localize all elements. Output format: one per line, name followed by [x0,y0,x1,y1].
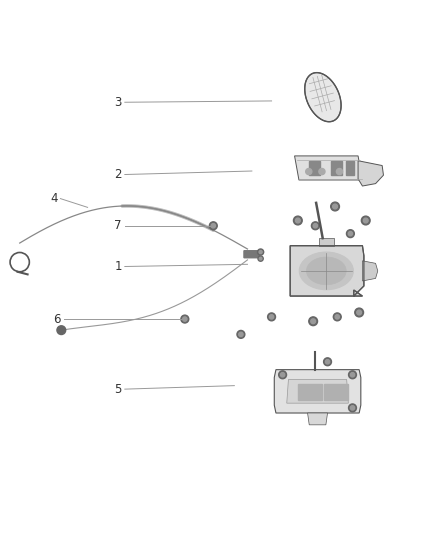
Circle shape [183,317,187,321]
Circle shape [268,313,276,321]
Circle shape [346,230,354,238]
Circle shape [293,216,302,225]
Circle shape [295,218,300,223]
Circle shape [258,249,264,255]
Circle shape [335,314,339,319]
Circle shape [209,222,217,230]
Polygon shape [358,161,384,186]
Circle shape [258,256,263,261]
Circle shape [319,168,325,175]
Circle shape [350,373,355,377]
Circle shape [280,373,285,377]
Circle shape [333,204,338,209]
Circle shape [311,222,319,230]
Polygon shape [298,384,322,400]
Circle shape [309,317,318,326]
Ellipse shape [299,252,353,290]
Circle shape [361,216,370,225]
Text: 2: 2 [114,168,122,181]
Circle shape [348,231,353,236]
Circle shape [306,168,312,175]
Circle shape [336,168,343,175]
Ellipse shape [307,257,346,285]
Circle shape [239,332,243,336]
Circle shape [313,224,318,228]
Polygon shape [331,161,342,175]
Polygon shape [362,261,378,281]
Circle shape [349,371,357,379]
Polygon shape [305,72,341,122]
Circle shape [259,257,262,260]
Polygon shape [244,251,260,258]
Circle shape [279,371,286,379]
Text: 1: 1 [114,260,122,273]
Circle shape [357,310,361,315]
Circle shape [355,308,364,317]
Circle shape [311,319,315,324]
Text: 4: 4 [50,192,58,205]
Circle shape [181,315,189,323]
Polygon shape [309,161,320,175]
Polygon shape [294,156,362,180]
Circle shape [259,251,262,254]
Circle shape [333,313,341,321]
Text: 6: 6 [53,312,60,326]
Circle shape [237,330,245,338]
Circle shape [363,218,368,223]
Polygon shape [290,246,364,296]
Circle shape [350,406,355,410]
Circle shape [324,358,332,366]
Text: 5: 5 [114,383,122,395]
Circle shape [269,314,274,319]
Polygon shape [307,413,328,425]
Circle shape [211,224,215,228]
Text: 7: 7 [114,219,122,232]
Circle shape [331,202,339,211]
Polygon shape [287,379,348,403]
Circle shape [57,326,66,335]
Polygon shape [324,384,348,400]
Circle shape [349,404,357,412]
Text: 3: 3 [114,96,122,109]
Polygon shape [346,161,354,175]
Polygon shape [319,238,334,246]
Circle shape [325,360,330,364]
Polygon shape [274,370,361,413]
